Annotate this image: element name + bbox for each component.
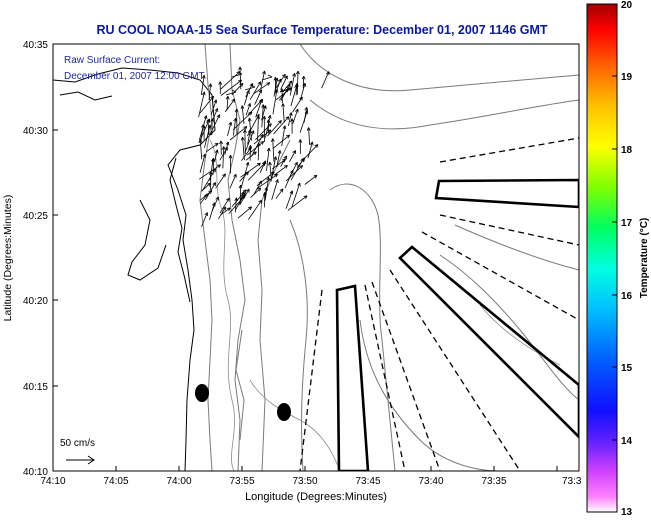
x-tick-label: 74:05 [103,476,128,487]
colorbar-tick-label: 17 [621,218,633,229]
y-tick-labels: 40:35 40:30 40:25 40:20 40:15 40:10 [23,40,48,478]
colorbar-title: Temperature (°C) [639,218,650,299]
colorbar-tick-label: 16 [621,291,633,302]
colorbar-gradient [587,4,617,512]
temperature-colorbar: 20 19 18 17 16 15 14 13 Temperature (°C) [587,0,650,518]
scale-label: 50 cm/s [60,438,95,449]
current-annotation-line2: December 01, 2007 12:00 GMT [64,71,205,82]
y-tick-label: 40:15 [23,382,48,393]
buoy-marker [195,384,209,402]
x-tick-label: 74:00 [166,476,191,487]
colorbar-tick-label: 15 [621,363,633,374]
y-tick-label: 40:25 [23,211,48,222]
map-title: RU COOL NOAA-15 Sea Surface Temperature:… [96,23,547,37]
y-axis-title: Latitude (Degrees:Minutes) [2,195,14,322]
x-tick-label: 73:3 [562,476,582,487]
colorbar-tick-label: 18 [621,145,633,156]
colorbar-tick-label: 19 [621,72,633,83]
y-tick-label: 40:30 [23,126,48,137]
plot-background [53,44,579,471]
x-tick-label: 73:35 [481,476,506,487]
colorbar-tick-label: 20 [621,0,633,11]
x-axis-title: Longitude (Degrees:Minutes) [245,491,387,503]
x-tick-labels: 74:10 74:05 74:00 73:55 73:50 73:45 73:4… [40,476,581,487]
colorbar-tick-label: 14 [621,436,633,447]
x-tick-label: 73:45 [355,476,380,487]
plot-area: Raw Surface Current: December 01, 2007 1… [53,44,579,471]
current-annotation-line1: Raw Surface Current: [64,55,160,66]
colorbar-tick-label: 13 [621,507,633,518]
x-tick-label: 73:55 [229,476,254,487]
y-tick-label: 40:35 [23,40,48,51]
buoy-marker [277,403,291,421]
y-tick-label: 40:10 [23,467,48,478]
y-tick-label: 40:20 [23,296,48,307]
x-tick-label: 73:50 [292,476,317,487]
x-tick-label: 73:40 [418,476,443,487]
